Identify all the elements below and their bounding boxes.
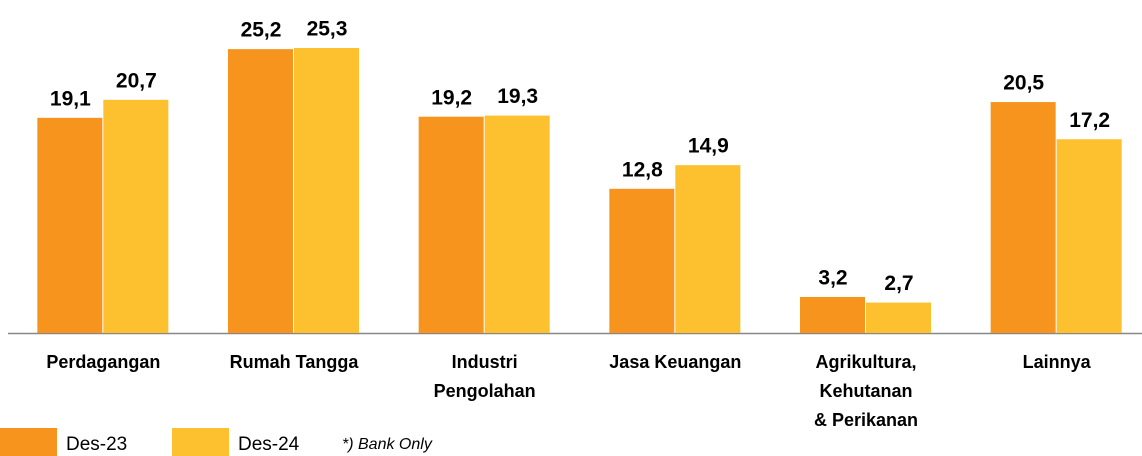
legend-swatch bbox=[0, 428, 57, 456]
data-label: 25,2 bbox=[241, 19, 282, 42]
bar bbox=[800, 296, 865, 333]
bar bbox=[418, 116, 484, 333]
x-tick-line: Pengolahan bbox=[434, 381, 536, 401]
x-tick-label: Industri Pengolahan bbox=[434, 352, 536, 401]
bar bbox=[866, 302, 931, 333]
x-tick-line: Rumah Tangga bbox=[230, 352, 360, 372]
x-tick-label: Perdagangan bbox=[46, 352, 160, 372]
data-label: 19,1 bbox=[50, 87, 91, 110]
bar bbox=[294, 48, 359, 333]
data-label: 20,7 bbox=[116, 69, 157, 92]
x-tick-line: Kehutanan bbox=[819, 381, 912, 401]
bar bbox=[103, 99, 169, 334]
x-tick-label: Jasa Keuangan bbox=[609, 352, 741, 372]
data-label: 17,2 bbox=[1069, 109, 1110, 132]
bar bbox=[675, 165, 741, 333]
data-label: 12,8 bbox=[622, 158, 663, 181]
legend-label: Des-24 bbox=[238, 434, 300, 455]
x-tick-label: Rumah Tangga bbox=[230, 352, 360, 372]
x-tick-line: & Perikanan bbox=[814, 410, 918, 430]
data-label: 3,2 bbox=[818, 266, 847, 289]
data-label: 2,7 bbox=[884, 272, 913, 295]
data-label: 19,2 bbox=[431, 86, 472, 109]
x-tick-line: Jasa Keuangan bbox=[609, 352, 741, 372]
x-tick-line: Perdagangan bbox=[46, 352, 160, 372]
data-label: 20,5 bbox=[1003, 72, 1044, 95]
bar bbox=[990, 102, 1056, 334]
x-tick-label: Agrikultura, Kehutanan & Perikanan bbox=[814, 352, 918, 430]
x-tick-line: Agrikultura, bbox=[815, 352, 916, 372]
bar bbox=[609, 188, 675, 333]
annotation: *) Bank Only bbox=[342, 436, 433, 453]
legend-label: Des-23 bbox=[66, 434, 127, 455]
x-tick-line: Lainnya bbox=[1023, 352, 1092, 372]
bar bbox=[228, 49, 293, 333]
x-tick-line: Industri bbox=[452, 352, 518, 372]
legend-swatch bbox=[172, 428, 229, 456]
bar bbox=[37, 117, 103, 334]
data-label: 25,3 bbox=[307, 18, 348, 41]
data-label: 14,9 bbox=[688, 135, 729, 158]
data-label: 19,3 bbox=[497, 85, 538, 108]
bar bbox=[484, 115, 550, 334]
x-tick-label: Lainnya bbox=[1023, 352, 1092, 372]
bar bbox=[1056, 139, 1122, 333]
